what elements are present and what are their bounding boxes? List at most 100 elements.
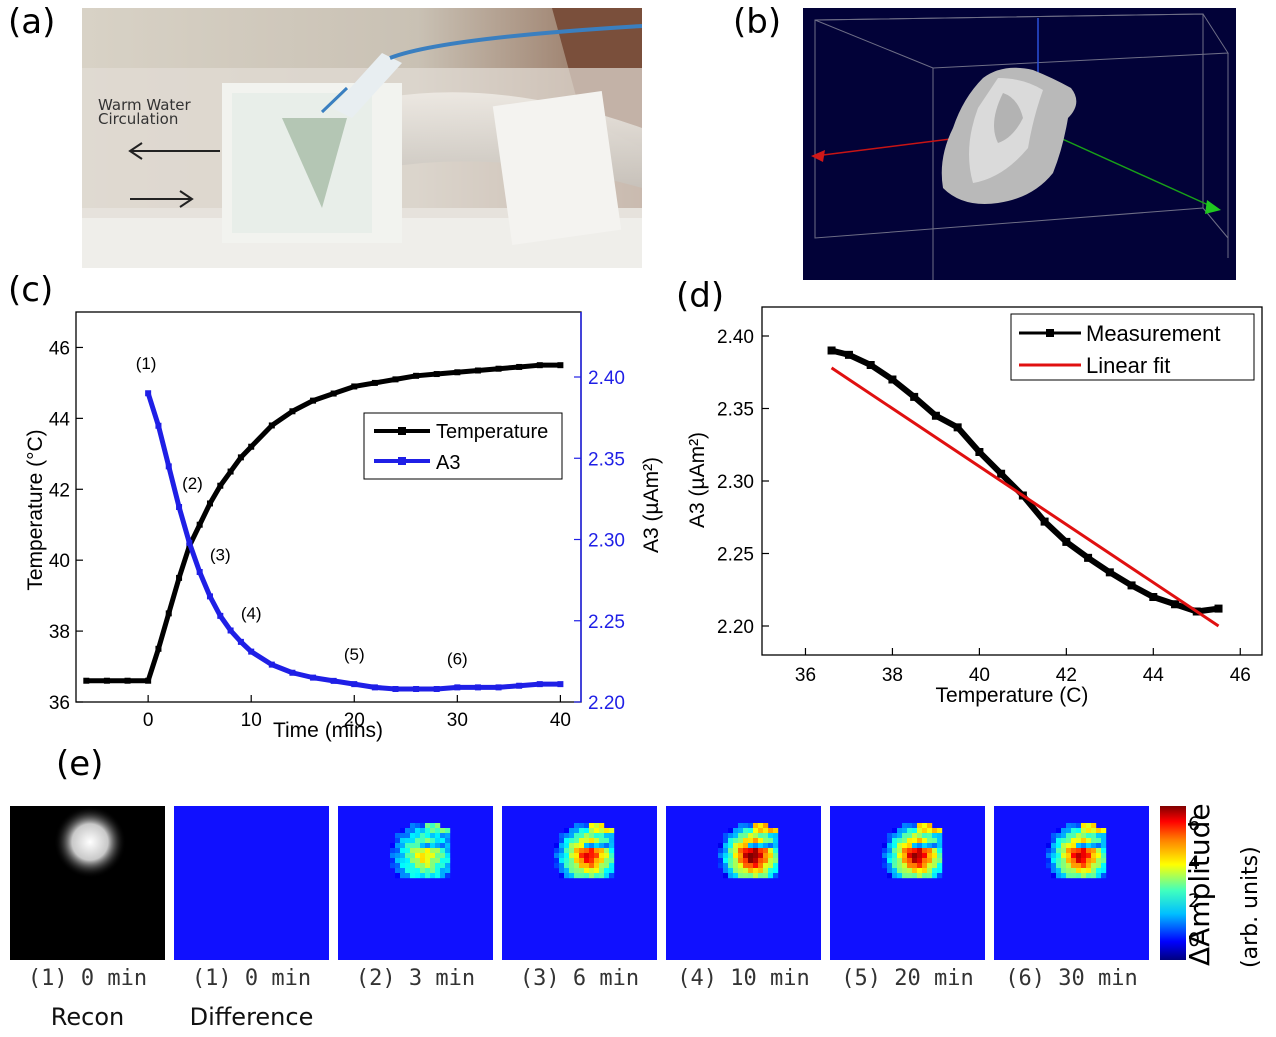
diff-pixel	[748, 823, 754, 829]
chart-c-ytick-right-label: 2.20	[588, 693, 625, 714]
diff-pixel	[435, 828, 441, 834]
diff-pixel	[773, 833, 779, 839]
diff-pixel	[1071, 858, 1077, 864]
diff-pixel	[574, 868, 580, 874]
diff-pixel	[1081, 863, 1087, 869]
chart-c-point-a3	[351, 681, 358, 688]
diff-pixel	[559, 833, 565, 839]
chart-c-legend-a3: A3	[436, 452, 460, 474]
tile-caption-time: (1) 0 min	[191, 966, 312, 991]
diff-pixel	[937, 848, 943, 854]
diff-pixel	[425, 833, 431, 839]
diff-pixel	[932, 853, 938, 859]
diff-pixel	[425, 828, 431, 834]
diff-pixel	[758, 848, 764, 854]
diff-pixel	[917, 858, 923, 864]
diff-pixel	[589, 838, 595, 844]
diff-pixel	[937, 858, 943, 864]
diff-pixel	[390, 853, 396, 859]
colorbar-tick-label: 2	[1188, 890, 1201, 913]
tile-image	[502, 806, 657, 960]
diff-pixel	[927, 848, 933, 854]
diff-pixel	[435, 853, 441, 859]
diff-pixel	[927, 868, 933, 874]
diff-pixel	[589, 848, 595, 854]
diff-pixel	[420, 833, 426, 839]
diff-pixel	[1101, 838, 1107, 844]
diff-pixel	[897, 838, 903, 844]
diff-pixel	[569, 863, 575, 869]
diff-pixel	[445, 858, 451, 864]
chart-c-ytick-left-label: 40	[49, 551, 70, 572]
diff-pixel	[897, 873, 903, 879]
chart-c-point-temperature	[557, 362, 564, 369]
diff-pixel	[440, 873, 446, 879]
diff-pixel	[728, 833, 734, 839]
diff-pixel	[1056, 828, 1062, 834]
diff-pixel	[554, 853, 560, 859]
tile-caption-time: (4) 10 min	[677, 966, 810, 991]
diff-pixel	[922, 823, 928, 829]
colorbar-tick-label: 4	[1188, 851, 1201, 874]
tile-6	[830, 806, 985, 960]
diff-pixel	[594, 828, 600, 834]
diff-pixel	[743, 833, 749, 839]
diff-pixel	[922, 873, 928, 879]
diff-pixel	[763, 823, 769, 829]
chart-c-ytick-left-label: 46	[49, 338, 70, 359]
chart-c-point-temperature	[227, 468, 234, 475]
diff-pixel	[733, 833, 739, 839]
chart-c-point-a3	[516, 682, 523, 689]
chart-c-xlabel: Time (mins)	[273, 719, 383, 742]
chart-c-point-temperature	[83, 677, 90, 684]
diff-pixel	[400, 853, 406, 859]
diff-pixel	[902, 823, 908, 829]
diff-pixel	[907, 823, 913, 829]
diff-pixel	[1081, 833, 1087, 839]
diff-pixel	[1061, 868, 1067, 874]
diff-pixel	[1101, 843, 1107, 849]
chart-d-point-measurement	[997, 469, 1006, 478]
diff-pixel	[415, 868, 421, 874]
diff-pixel	[743, 858, 749, 864]
chart-c-annotation: (2)	[182, 474, 203, 493]
diff-pixel	[917, 828, 923, 834]
diff-pixel	[733, 843, 739, 849]
chart-c-point-temperature	[268, 422, 275, 429]
diff-pixel	[1051, 863, 1057, 869]
diff-pixel	[763, 863, 769, 869]
chart-c-xtick-label: 0	[143, 710, 154, 731]
diff-pixel	[425, 858, 431, 864]
diff-pixel	[723, 848, 729, 854]
diff-pixel	[579, 873, 585, 879]
chart-c-xtick-label: 40	[550, 710, 571, 731]
diff-pixel	[1091, 873, 1097, 879]
diff-pixel	[1101, 833, 1107, 839]
chart-c-point-temperature	[206, 500, 213, 507]
diff-pixel	[579, 838, 585, 844]
diff-pixel	[445, 848, 451, 854]
diff-pixel	[1061, 838, 1067, 844]
diff-pixel	[440, 838, 446, 844]
diff-pixel	[410, 843, 416, 849]
chart-d-point-measurement	[953, 423, 962, 432]
diff-pixel	[937, 833, 943, 839]
chart-d-xtick-label: 44	[1143, 665, 1165, 686]
diff-pixel	[937, 863, 943, 869]
chart-d-ytick-label: 2.20	[717, 617, 754, 638]
diff-pixel	[917, 823, 923, 829]
diff-pixel	[733, 853, 739, 859]
chart-c-point-temperature	[330, 390, 337, 397]
chart-c-point-a3	[310, 674, 317, 681]
diff-pixel	[1061, 858, 1067, 864]
colorbar-tick-label: 6	[1188, 813, 1201, 836]
diff-pixel	[574, 863, 580, 869]
diff-pixel	[589, 873, 595, 879]
diff-pixel	[415, 848, 421, 854]
diff-pixel	[897, 863, 903, 869]
diff-pixel	[604, 833, 610, 839]
chart-d-point-measurement	[1084, 553, 1093, 562]
diff-pixel	[718, 843, 724, 849]
diff-pixel	[589, 833, 595, 839]
diff-pixel	[410, 833, 416, 839]
